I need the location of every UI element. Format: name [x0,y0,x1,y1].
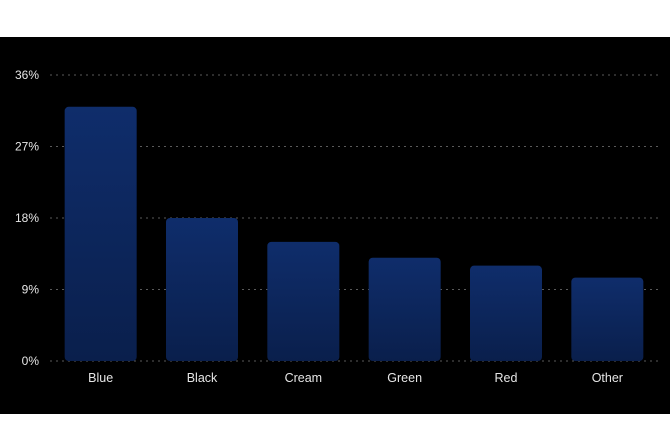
x-tick-label-black: Black [187,371,218,385]
x-tick-label-other: Other [592,371,623,385]
y-axis-ticks: 0% 9% 18% 27% 36% [15,68,39,368]
y-tick-label: 18% [15,211,39,225]
y-tick-label: 9% [22,283,40,297]
bar-red [470,265,542,361]
grid-lines [50,74,658,362]
bar-cream [267,241,340,361]
bar-blue [64,106,137,362]
chart-panel: 0% 9% 18% 27% 36% Blue Black Cream Green Red Othe… [0,37,670,414]
x-tick-label-cream: Cream [285,371,323,385]
bars [64,106,644,362]
y-tick-label: 0% [22,354,40,368]
x-tick-label-green: Green [387,371,422,385]
bar-black [166,218,238,361]
bar-green [368,257,441,361]
bar-chart: 0% 9% 18% 27% 36% Blue Black Cream Green Red Othe… [15,68,658,385]
bar-other [571,277,644,361]
x-axis-labels: Blue Black Cream Green Red Other [88,371,623,385]
y-tick-label: 36% [15,68,39,82]
x-tick-label-red: Red [495,371,518,385]
x-tick-label-blue: Blue [88,371,113,385]
y-tick-label: 27% [15,140,39,154]
